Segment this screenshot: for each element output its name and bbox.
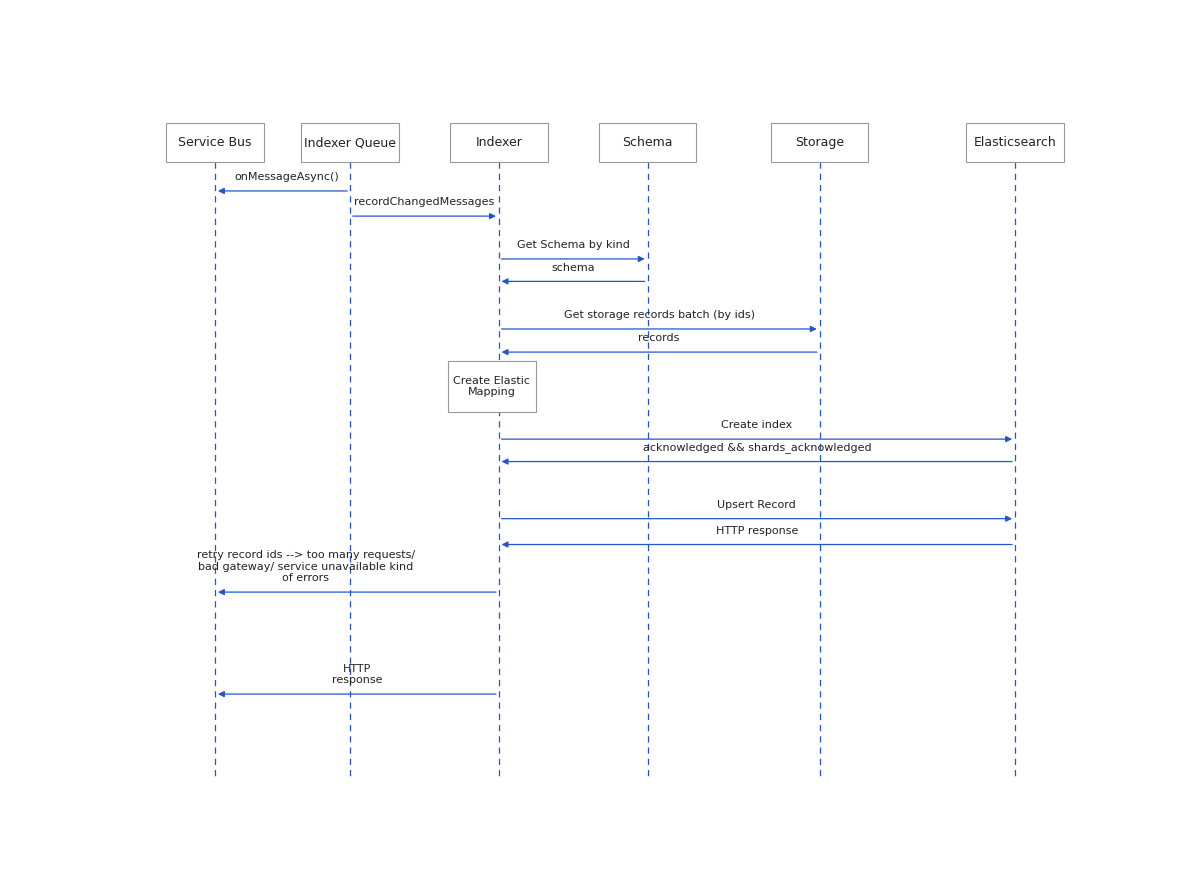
Text: schema: schema xyxy=(551,262,595,273)
FancyBboxPatch shape xyxy=(167,123,264,162)
Text: HTTP response: HTTP response xyxy=(715,525,798,536)
Text: Storage: Storage xyxy=(796,136,844,149)
Text: onMessageAsync(): onMessageAsync() xyxy=(235,172,340,182)
Text: Schema: Schema xyxy=(623,136,673,149)
Text: Upsert Record: Upsert Record xyxy=(718,500,797,509)
FancyBboxPatch shape xyxy=(450,123,547,162)
Text: Create index: Create index xyxy=(721,420,792,430)
FancyBboxPatch shape xyxy=(301,123,398,162)
Text: records: records xyxy=(638,333,680,343)
Text: Indexer: Indexer xyxy=(475,136,522,149)
Text: Service Bus: Service Bus xyxy=(179,136,252,149)
Text: Get storage records batch (by ids): Get storage records batch (by ids) xyxy=(564,310,755,321)
FancyBboxPatch shape xyxy=(599,123,696,162)
Text: HTTP
response: HTTP response xyxy=(331,664,382,685)
Text: Get Schema by kind: Get Schema by kind xyxy=(517,240,630,250)
Text: recordChangedMessages: recordChangedMessages xyxy=(354,197,494,208)
FancyBboxPatch shape xyxy=(966,123,1063,162)
Text: Indexer Queue: Indexer Queue xyxy=(304,136,396,149)
FancyBboxPatch shape xyxy=(448,361,536,411)
Text: retry record ids --> too many requests/
bad gateway/ service unavailable kind
of: retry record ids --> too many requests/ … xyxy=(197,550,415,584)
Text: Create Elastic
Mapping: Create Elastic Mapping xyxy=(454,375,530,397)
FancyBboxPatch shape xyxy=(770,123,869,162)
Text: Elasticsearch: Elasticsearch xyxy=(973,136,1056,149)
Text: acknowledged && shards_acknowledged: acknowledged && shards_acknowledged xyxy=(642,442,871,453)
